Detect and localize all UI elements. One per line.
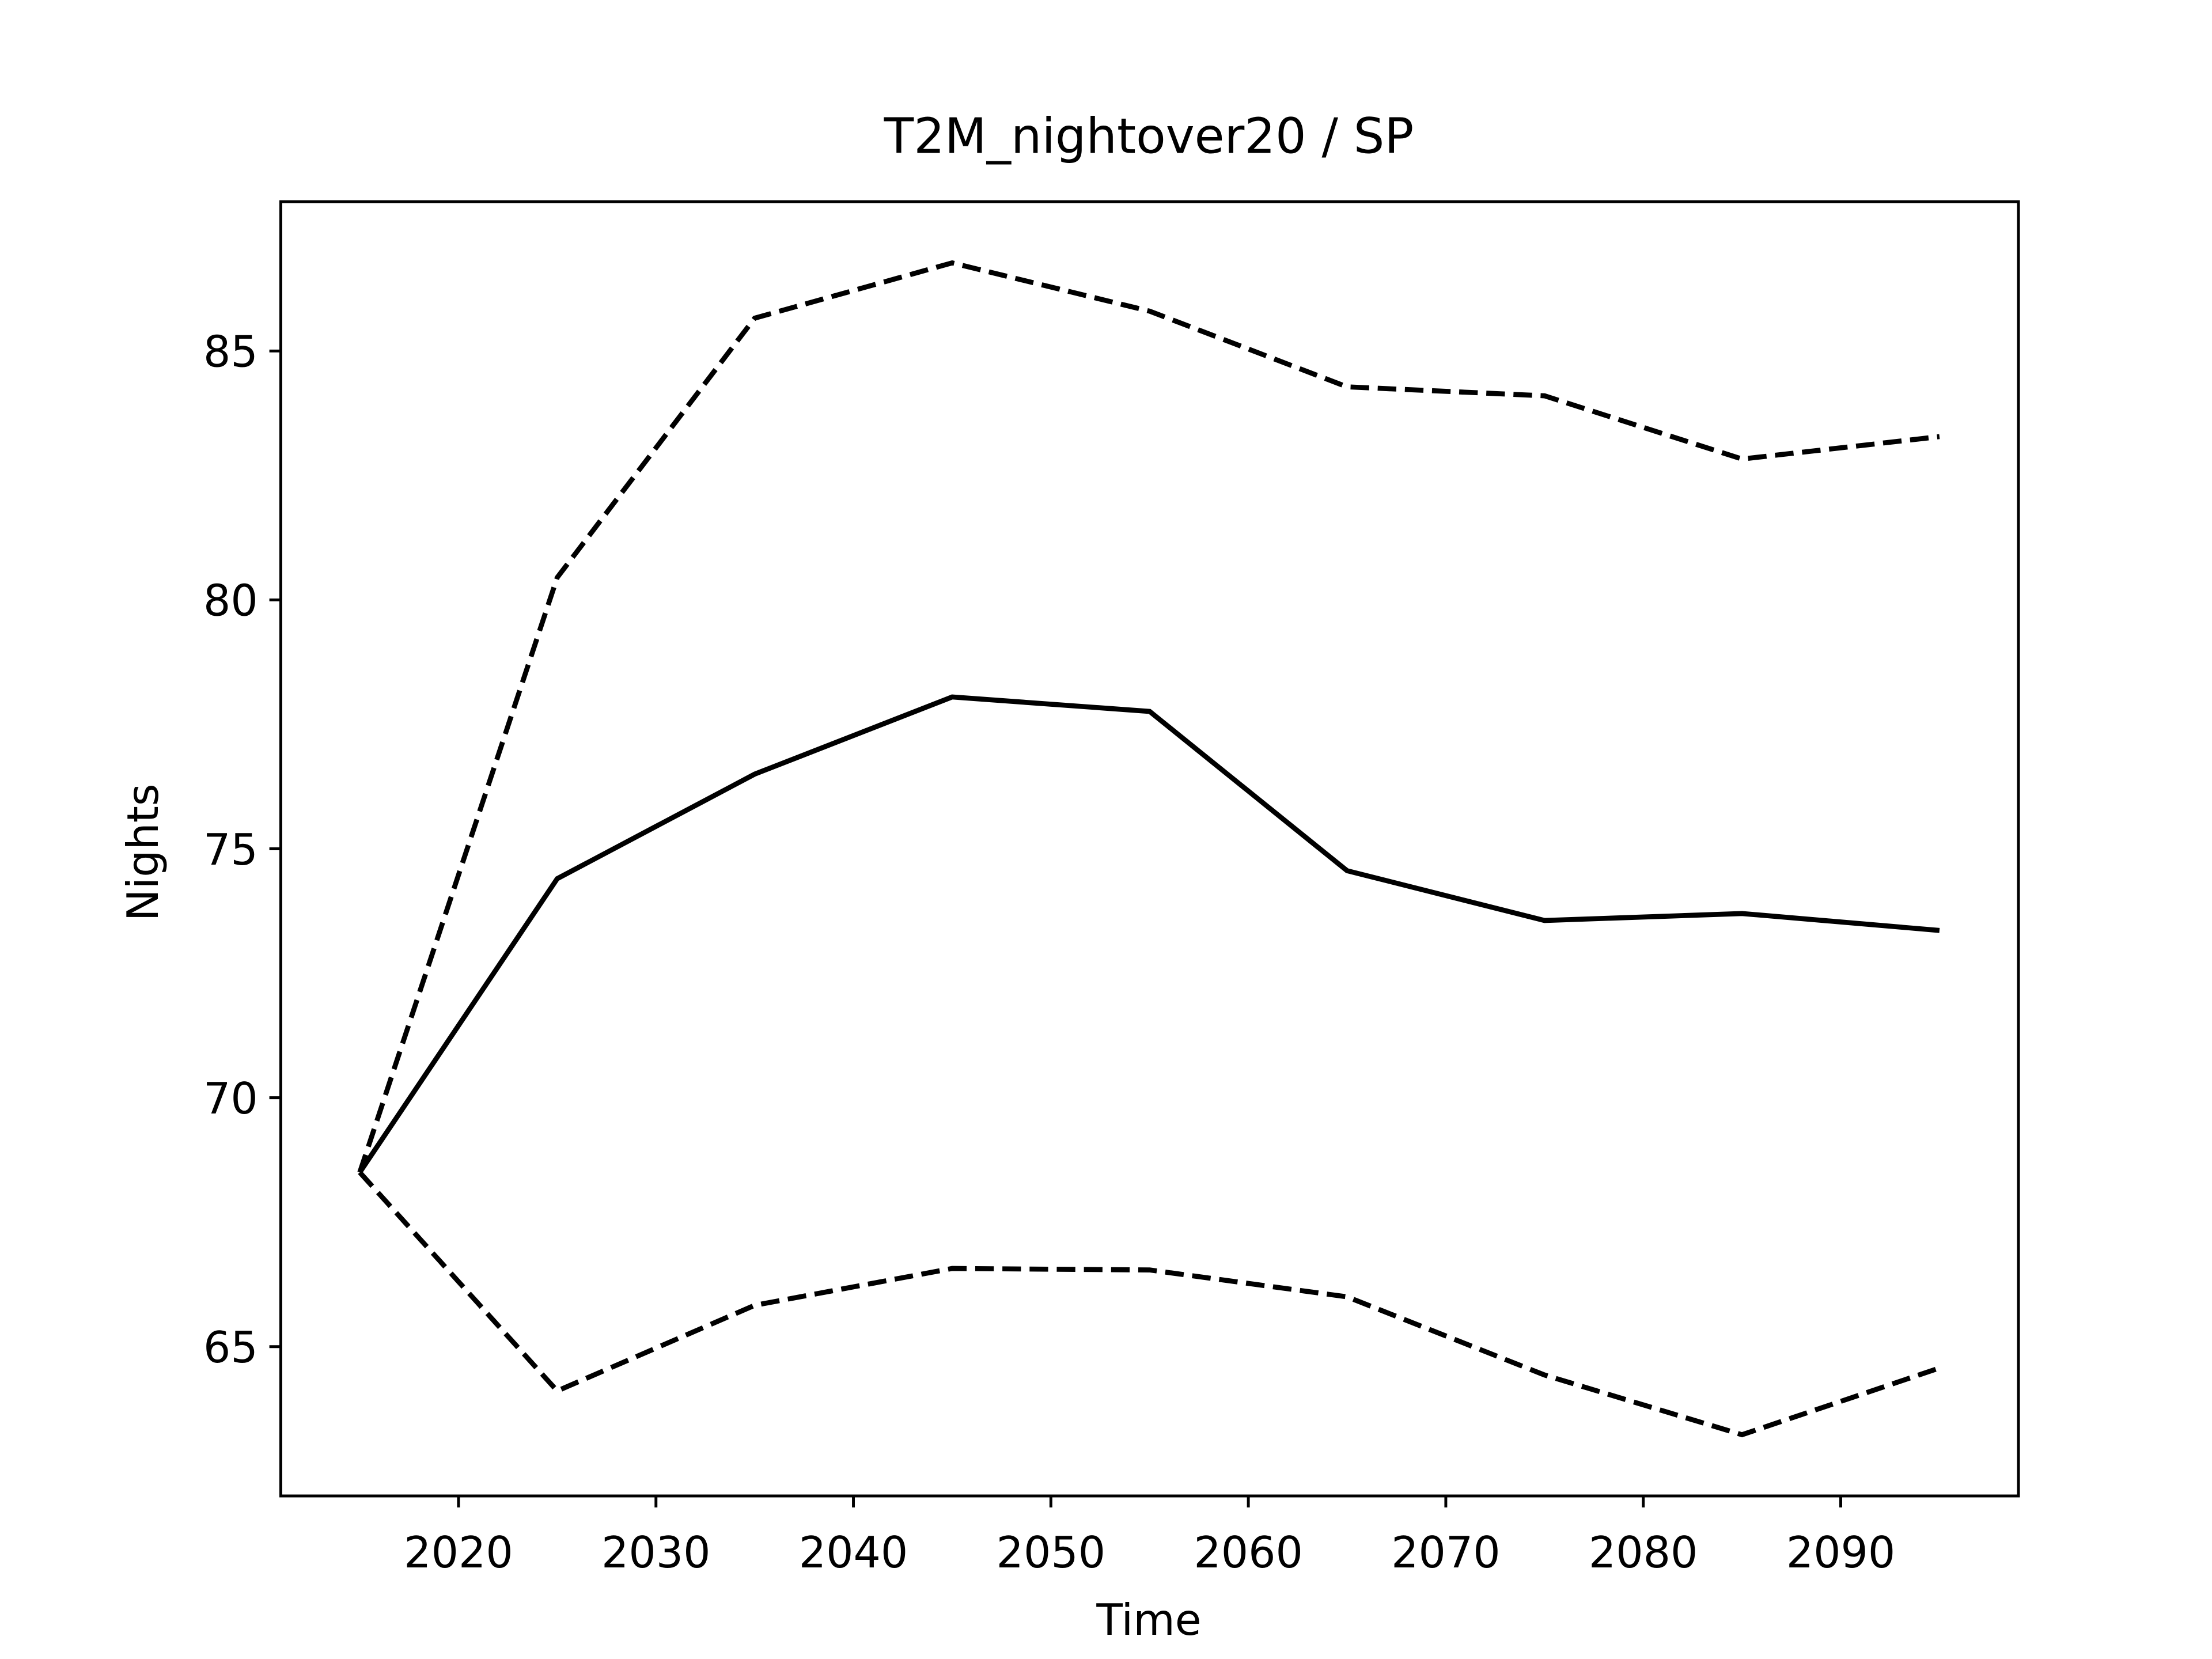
plot-frame: [279, 200, 2020, 1498]
chart-title: T2M_nightover20 / SP: [884, 108, 1414, 165]
x-tick-label: 2020: [404, 1528, 513, 1578]
x-axis-label: Time: [1096, 1595, 1201, 1645]
x-tick-label: 2060: [1194, 1528, 1303, 1578]
line-series: [357, 694, 1940, 1174]
x-tick-label: 2030: [601, 1528, 711, 1578]
x-tick-label: 2080: [1589, 1528, 1698, 1578]
x-tick-label: 2050: [997, 1528, 1106, 1578]
y-tick-label: 65: [203, 1323, 258, 1373]
y-tick-label: 75: [203, 825, 258, 875]
x-tick-label: 2090: [1786, 1528, 1896, 1578]
line-series: [358, 1171, 1941, 1438]
line-series: [357, 260, 1940, 1173]
y-axis-label: Nights: [118, 783, 168, 921]
x-tick-label: 2040: [799, 1528, 908, 1578]
y-tick-label: 85: [203, 327, 258, 377]
x-tick-label: 2070: [1391, 1528, 1501, 1578]
y-tick-label: 80: [203, 576, 258, 626]
y-tick-label: 70: [203, 1074, 258, 1124]
